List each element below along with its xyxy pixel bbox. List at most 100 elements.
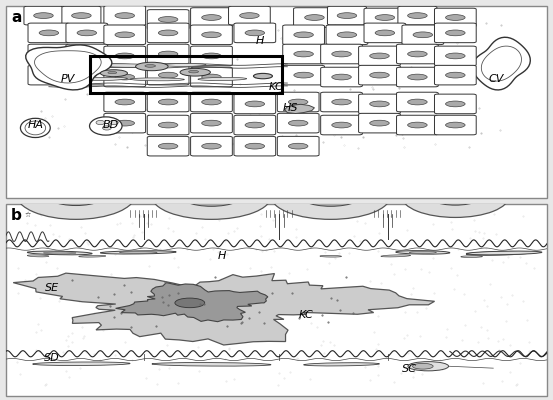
Polygon shape	[472, 37, 530, 90]
Ellipse shape	[446, 15, 465, 20]
Ellipse shape	[202, 32, 221, 38]
Ellipse shape	[304, 363, 379, 366]
Ellipse shape	[413, 32, 432, 38]
Polygon shape	[285, 104, 315, 114]
Ellipse shape	[424, 180, 487, 205]
Ellipse shape	[158, 16, 178, 22]
Ellipse shape	[375, 15, 395, 20]
Ellipse shape	[152, 173, 271, 219]
Ellipse shape	[482, 252, 515, 254]
Ellipse shape	[44, 252, 76, 254]
FancyBboxPatch shape	[191, 113, 232, 133]
Text: a: a	[11, 10, 22, 25]
Ellipse shape	[39, 72, 59, 78]
Ellipse shape	[202, 53, 221, 59]
FancyBboxPatch shape	[277, 136, 319, 156]
Ellipse shape	[130, 78, 184, 81]
FancyBboxPatch shape	[191, 25, 232, 44]
Ellipse shape	[294, 72, 314, 78]
Ellipse shape	[294, 32, 314, 38]
FancyBboxPatch shape	[28, 23, 70, 43]
Text: SE: SE	[45, 284, 59, 294]
FancyBboxPatch shape	[435, 65, 476, 85]
Ellipse shape	[41, 176, 111, 206]
Ellipse shape	[446, 122, 465, 128]
Ellipse shape	[295, 179, 366, 206]
FancyBboxPatch shape	[66, 23, 108, 43]
Ellipse shape	[305, 15, 324, 20]
Ellipse shape	[289, 143, 308, 149]
Ellipse shape	[245, 143, 264, 149]
Ellipse shape	[289, 99, 308, 105]
Ellipse shape	[370, 72, 389, 78]
Ellipse shape	[408, 51, 427, 57]
FancyBboxPatch shape	[321, 92, 362, 112]
Text: KC: KC	[299, 310, 314, 320]
Ellipse shape	[202, 120, 221, 126]
Ellipse shape	[337, 13, 357, 18]
Ellipse shape	[108, 72, 117, 74]
FancyBboxPatch shape	[326, 25, 368, 44]
FancyBboxPatch shape	[364, 23, 406, 43]
Ellipse shape	[158, 72, 178, 78]
Ellipse shape	[101, 70, 128, 77]
FancyBboxPatch shape	[277, 113, 319, 133]
Text: HS: HS	[282, 103, 298, 113]
Polygon shape	[481, 46, 521, 81]
Ellipse shape	[408, 362, 448, 371]
FancyBboxPatch shape	[321, 67, 362, 87]
FancyBboxPatch shape	[147, 23, 189, 43]
FancyBboxPatch shape	[294, 8, 335, 27]
Ellipse shape	[115, 99, 134, 105]
FancyBboxPatch shape	[104, 6, 145, 25]
Ellipse shape	[202, 74, 221, 80]
FancyBboxPatch shape	[398, 6, 437, 25]
Ellipse shape	[180, 68, 210, 76]
Ellipse shape	[25, 121, 46, 135]
Ellipse shape	[198, 77, 247, 80]
Polygon shape	[116, 283, 268, 322]
Text: SD: SD	[44, 353, 60, 362]
FancyBboxPatch shape	[191, 46, 232, 66]
FancyBboxPatch shape	[397, 115, 439, 135]
FancyBboxPatch shape	[358, 113, 400, 133]
Ellipse shape	[39, 51, 59, 57]
Ellipse shape	[163, 64, 206, 66]
FancyBboxPatch shape	[24, 6, 63, 25]
FancyBboxPatch shape	[147, 92, 189, 112]
Polygon shape	[13, 273, 435, 345]
Ellipse shape	[115, 120, 134, 126]
Ellipse shape	[396, 251, 450, 254]
Ellipse shape	[17, 170, 135, 219]
Ellipse shape	[96, 120, 105, 125]
FancyBboxPatch shape	[397, 44, 439, 64]
FancyBboxPatch shape	[191, 92, 232, 112]
Ellipse shape	[408, 13, 427, 18]
Ellipse shape	[158, 99, 178, 105]
Ellipse shape	[101, 251, 176, 254]
Ellipse shape	[109, 120, 118, 125]
Ellipse shape	[189, 70, 199, 73]
Ellipse shape	[77, 51, 97, 57]
Ellipse shape	[401, 175, 509, 218]
Ellipse shape	[370, 101, 389, 107]
Ellipse shape	[245, 30, 264, 36]
Ellipse shape	[79, 77, 127, 80]
Ellipse shape	[332, 51, 351, 57]
FancyBboxPatch shape	[104, 113, 145, 133]
FancyBboxPatch shape	[62, 6, 101, 25]
Ellipse shape	[245, 122, 264, 128]
Text: BD: BD	[103, 120, 119, 130]
Ellipse shape	[289, 120, 308, 126]
Ellipse shape	[158, 122, 178, 128]
Ellipse shape	[102, 126, 111, 130]
FancyBboxPatch shape	[435, 23, 476, 43]
FancyBboxPatch shape	[191, 67, 232, 87]
Ellipse shape	[461, 256, 482, 258]
Ellipse shape	[409, 251, 436, 254]
Ellipse shape	[90, 117, 122, 135]
FancyBboxPatch shape	[327, 6, 367, 25]
Polygon shape	[26, 45, 112, 90]
FancyBboxPatch shape	[104, 92, 145, 112]
Ellipse shape	[33, 362, 130, 366]
